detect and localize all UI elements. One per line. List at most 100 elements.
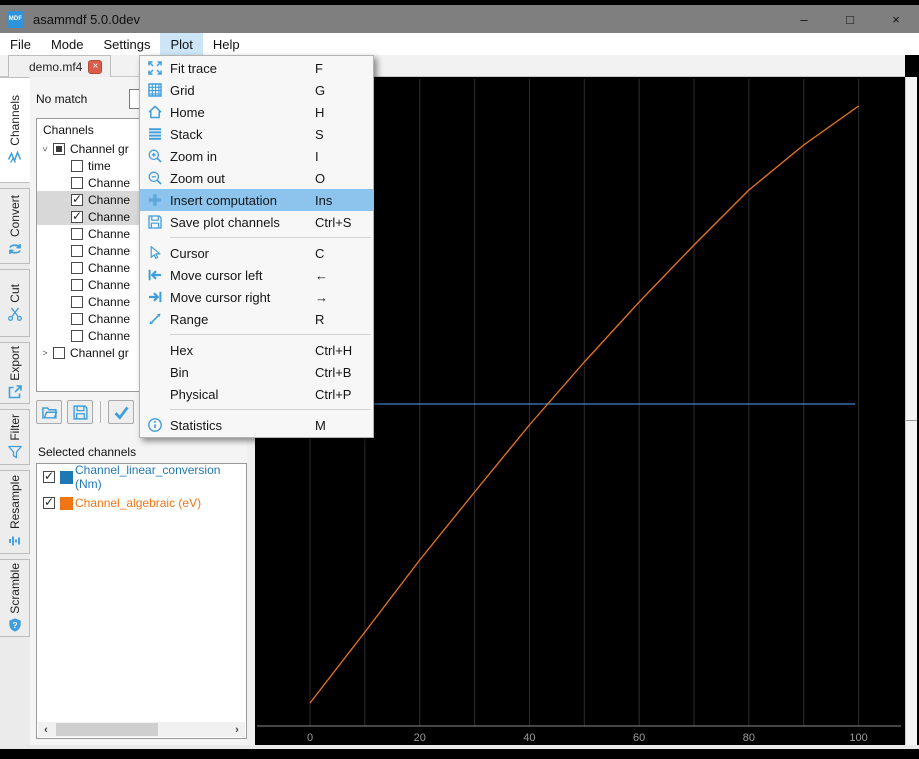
selected-channel-row[interactable]: Channel_algebraic (eV) — [37, 490, 246, 516]
menu-item-insert-computation[interactable]: Insert computation Ins — [140, 189, 373, 211]
tab-demo-mf4[interactable]: demo.mf4 × — [8, 55, 112, 77]
sidebar-tab-channels[interactable]: Channels — [0, 77, 30, 183]
tree-item-row[interactable]: Channe — [37, 242, 240, 259]
menu-item-zoom-in[interactable]: Zoom in I — [140, 145, 373, 167]
sidebar-tab-cut[interactable]: Cut — [0, 269, 30, 337]
tree-item-label: Channel gr — [70, 345, 129, 360]
horizontal-scrollbar[interactable]: ‹ › — [38, 722, 245, 737]
tree-checkbox[interactable] — [71, 278, 83, 291]
tree-checkbox[interactable] — [71, 176, 83, 189]
menubar-item-settings[interactable]: Settings — [103, 36, 151, 52]
minimize-button[interactable]: – — [800, 11, 808, 27]
menu-item-statistics[interactable]: Statistics M — [140, 414, 373, 436]
tree-item-label: Channe — [88, 243, 131, 258]
menu-item-grid[interactable]: Grid G — [140, 79, 373, 101]
menu-item-shortcut: C — [315, 245, 325, 261]
tree-checkbox[interactable] — [71, 227, 83, 240]
tree-item-row[interactable]: Channe — [37, 327, 240, 344]
tree-checkbox[interactable] — [71, 209, 83, 223]
tree-item-label: Channe — [88, 192, 131, 207]
menu-item-save-plot-channels[interactable]: Save plot channels Ctrl+S — [140, 211, 373, 233]
move-cursor-right-icon — [140, 289, 170, 305]
menu-item-move-cursor-right[interactable]: Move cursor right → — [140, 286, 373, 308]
menu-item-label: Save plot channels — [170, 214, 280, 230]
menu-item-shortcut: M — [315, 417, 326, 433]
tree-item-row[interactable]: Channe — [37, 225, 240, 242]
selected-channel-row[interactable]: Channel_linear_conversion (Nm) — [37, 463, 246, 491]
channel-checkbox[interactable] — [43, 469, 55, 483]
sidebar-tabs: Channels Convert Cut Export Filter Resample Sc… — [0, 77, 30, 745]
menubar-item-file[interactable]: File — [10, 36, 31, 52]
tree-group-row[interactable]: > Channel gr — [37, 344, 240, 361]
scrollbar-thumb[interactable] — [56, 723, 158, 736]
tree-group-row[interactable]: > Channel gr — [37, 140, 240, 157]
sidebar-tab-label: Scramble — [7, 562, 22, 614]
tree-checkbox[interactable] — [71, 329, 83, 342]
menubar-item-help[interactable]: Help — [212, 36, 240, 52]
tree-checkbox[interactable] — [71, 312, 83, 325]
tree-item-row[interactable]: Channe — [37, 276, 240, 293]
menu-item-range[interactable]: Range R — [140, 308, 373, 330]
tree-checkbox[interactable] — [71, 244, 83, 257]
tree-item-row[interactable]: Channe — [37, 174, 240, 191]
window-title: asammdf 5.0.0dev — [33, 11, 140, 27]
tree-item-row[interactable]: Channe — [37, 310, 240, 327]
sidebar-tab-scramble[interactable]: Scramble? — [0, 559, 30, 637]
menubar-item-mode[interactable]: Mode — [50, 36, 84, 52]
scrollbar-track[interactable] — [54, 722, 229, 737]
menu-item-physical[interactable]: Physical Ctrl+P — [140, 383, 373, 405]
tree-checkbox[interactable] — [71, 261, 83, 274]
toolbar-save-button[interactable] — [67, 400, 93, 424]
sidebar-tab-export[interactable]: Export — [0, 342, 30, 404]
menu-item-cursor[interactable]: Cursor C — [140, 242, 373, 264]
tree-item-row[interactable]: Channe — [37, 259, 240, 276]
menubar-item-plot[interactable]: Plot — [160, 33, 203, 55]
sidebar-tab-convert[interactable]: Convert — [0, 188, 30, 264]
menu-item-move-cursor-left[interactable]: Move cursor left ← — [140, 264, 373, 286]
menu-item-label: Move cursor left — [170, 267, 263, 283]
scroll-left-icon[interactable]: ‹ — [44, 723, 48, 736]
close-button[interactable]: × — [892, 11, 900, 27]
tree-checkbox[interactable] — [53, 142, 65, 155]
zoom-out-icon — [140, 170, 170, 186]
tree-item-label: Channe — [88, 226, 131, 241]
channel-color-swatch — [60, 496, 73, 510]
menu-separator — [170, 334, 371, 335]
selected-channels-list: Channel_linear_conversion (Nm) Channel_al… — [36, 463, 247, 739]
menu-item-shortcut: I — [315, 148, 319, 164]
menu-item-shortcut: ← — [315, 267, 328, 283]
right-scrollbar[interactable] — [905, 77, 917, 745]
maximize-button[interactable]: □ — [846, 11, 854, 27]
chevron-right-icon[interactable]: > — [42, 347, 48, 358]
menu-item-shortcut: Ctrl+B — [315, 364, 352, 380]
title-bar: MDF asammdf 5.0.0dev – □ × — [0, 5, 919, 33]
sidebar-tab-filter[interactable]: Filter — [0, 409, 30, 465]
svg-text:0: 0 — [307, 732, 313, 744]
tree-checkbox[interactable] — [71, 192, 83, 206]
tree-item-row[interactable]: Channe — [37, 293, 240, 310]
channel-checkbox[interactable] — [43, 495, 55, 509]
menu-item-fit-trace[interactable]: Fit trace F — [140, 57, 373, 79]
menu-item-home[interactable]: Home H — [140, 101, 373, 123]
menu-item-bin[interactable]: Bin Ctrl+B — [140, 361, 373, 383]
tree-checkbox[interactable] — [71, 159, 83, 172]
insert-computation-icon — [140, 192, 170, 208]
export-icon — [7, 384, 23, 400]
sidebar-tab-label: Cut — [7, 283, 22, 303]
move-cursor-left-icon — [140, 267, 170, 283]
chevron-down-icon[interactable]: > — [40, 145, 50, 152]
toolbar-folder-open-button[interactable] — [36, 400, 62, 424]
tree-checkbox[interactable] — [53, 346, 65, 359]
scroll-right-icon[interactable]: › — [235, 723, 239, 736]
menu-item-label: Grid — [170, 82, 195, 98]
menu-item-hex[interactable]: Hex Ctrl+H — [140, 339, 373, 361]
menu-item-stack[interactable]: Stack S — [140, 123, 373, 145]
tree-checkbox[interactable] — [71, 295, 83, 308]
menu-item-label: Hex — [170, 342, 194, 358]
sidebar-tab-resample[interactable]: Resample — [0, 470, 30, 554]
tree-item-row[interactable]: time — [37, 157, 240, 174]
menu-item-zoom-out[interactable]: Zoom out O — [140, 167, 373, 189]
toolbar-check-button[interactable] — [108, 400, 134, 424]
range-icon — [140, 311, 170, 327]
tab-close-icon[interactable]: × — [88, 59, 103, 74]
